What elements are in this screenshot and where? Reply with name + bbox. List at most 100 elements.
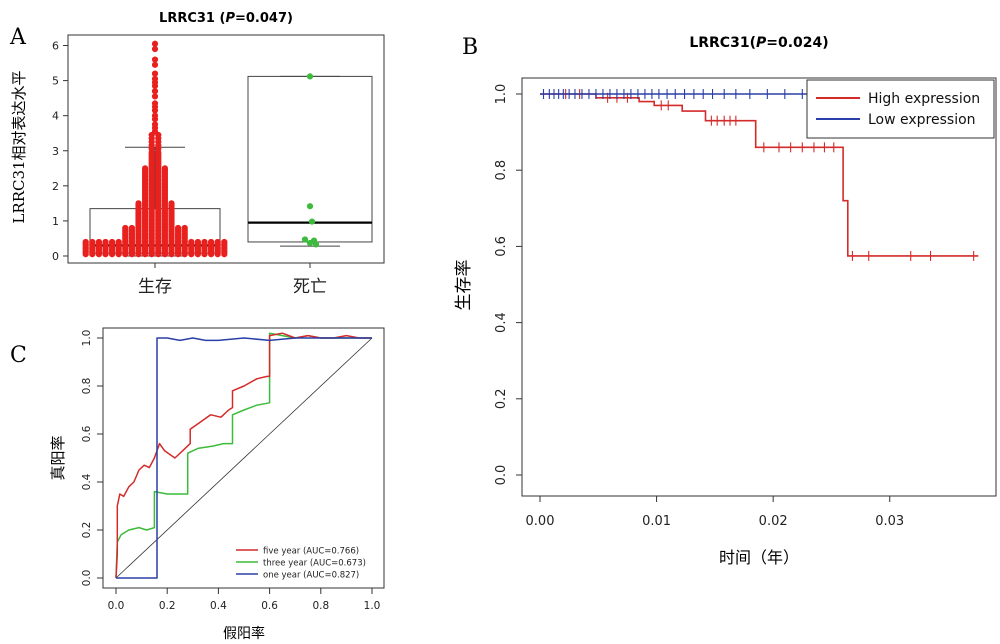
y-tick-label: 5	[52, 75, 59, 88]
x-tick-label: 0.8	[312, 600, 329, 612]
y-tick-label: 0.4	[81, 473, 93, 490]
point-dead	[306, 203, 314, 210]
point-survive	[142, 251, 149, 258]
point-survive	[175, 251, 182, 258]
x-tick-label: 生存	[138, 277, 172, 297]
y-tick-label: 1.0	[81, 330, 93, 347]
panel-c-diagonal-line	[115, 337, 373, 579]
point-survive	[151, 82, 159, 89]
point-survive	[151, 88, 159, 95]
legend-box	[806, 79, 995, 139]
panel-a-title-rest: =0.047)	[235, 11, 293, 26]
point-survive	[151, 61, 159, 68]
point-survive	[102, 251, 109, 258]
panel-a-title-p: P	[225, 11, 235, 26]
point-survive	[201, 251, 208, 258]
y-tick-label: 6	[52, 40, 59, 53]
x-tick-label: 死亡	[293, 277, 327, 297]
point-dead	[306, 239, 314, 247]
point-survive	[214, 251, 221, 258]
panel-b-xlabel: 时间（年）	[719, 548, 799, 567]
y-tick-label: 1.0	[494, 84, 509, 105]
point-survive	[151, 116, 159, 123]
panel-c-xlabel: 假阳率	[223, 625, 265, 642]
y-tick-label: 0.8	[494, 160, 509, 181]
panel-a-axis-x: 生存 死亡	[138, 263, 327, 297]
panel-a: A LRRC31 (P=0.047) 0 1 2 3 4 5 6 生存 死亡 LRRC31相对…	[9, 11, 385, 297]
point-survive	[188, 251, 195, 258]
panel-a-title-main: LRRC31 (	[159, 11, 225, 26]
legend-label: High expression	[868, 91, 980, 107]
y-tick-label: 0.8	[81, 378, 93, 395]
km-curve-high	[540, 93, 979, 257]
panel-b-plot-frame	[521, 77, 997, 497]
point-survive	[128, 251, 135, 258]
point-dead	[312, 241, 320, 248]
panel-b-axes: 0.0 0.2 0.4 0.6 0.8 1.0 0.00 0.01 0.02 0.03	[494, 84, 904, 529]
x-tick-label: 0.00	[526, 514, 555, 529]
point-survive	[148, 251, 155, 258]
x-tick-label: 0.4	[210, 600, 227, 612]
point-survive	[82, 251, 89, 258]
point-survive	[115, 251, 122, 258]
x-tick-label: 0.2	[159, 600, 176, 612]
panel-a-title: LRRC31 (P=0.047)	[159, 11, 293, 26]
y-tick-label: 0.6	[494, 236, 509, 257]
panel-a-points	[82, 40, 320, 258]
panel-b-letter: B	[462, 35, 478, 60]
panel-b-legend: High expression Low expression	[806, 79, 995, 139]
point-survive	[208, 251, 215, 258]
panel-c: C 0.0 0.2 0.4 0.6 0.8 1.0 0.0 0.2 0.4 0.6 0.8 1.0 f…	[10, 327, 385, 642]
y-tick-label: 0.0	[494, 465, 509, 486]
legend-label: one year (AUC=0.827)	[263, 571, 359, 581]
panel-b-series	[540, 89, 979, 261]
point-survive	[151, 70, 159, 77]
panel-c-letter: C	[10, 343, 27, 368]
point-survive	[151, 93, 159, 100]
panel-b-title-main: LRRC31(	[689, 35, 756, 51]
roc-curve-three-year	[115, 332, 372, 579]
x-tick-label: 0.01	[642, 514, 671, 529]
legend-label: three year (AUC=0.673)	[263, 559, 366, 569]
legend-label: Low expression	[868, 112, 976, 128]
x-tick-label: 0.6	[261, 600, 278, 612]
point-survive	[161, 251, 168, 258]
y-tick-label: 4	[52, 110, 59, 123]
point-dead	[308, 218, 316, 225]
x-tick-label: 0.03	[875, 514, 904, 529]
y-tick-label: 3	[52, 145, 59, 158]
roc-curve-five-year	[115, 332, 372, 579]
panel-b-ylabel: 生存率	[454, 260, 474, 311]
x-tick-label: 1.0	[364, 600, 381, 612]
box	[89, 208, 221, 254]
point-survive	[151, 45, 159, 53]
y-tick-label: 0.2	[81, 522, 93, 539]
point-survive	[135, 251, 142, 258]
panel-c-axes: 0.0 0.2 0.4 0.6 0.8 1.0 0.0 0.2 0.4 0.6 0.8 1.0	[81, 330, 380, 612]
panel-a-letter: A	[9, 25, 27, 50]
panel-a-plot-frame	[67, 34, 385, 264]
point-survive	[221, 251, 228, 258]
y-tick-label: 1	[52, 215, 59, 228]
panel-b-title: LRRC31(P=0.024)	[689, 35, 828, 51]
point-dead	[301, 236, 309, 243]
panel-a-axis-y: 0 1 2 3 4 5 6	[52, 40, 68, 263]
panel-b-title-rest: =0.024)	[766, 35, 828, 51]
point-survive	[181, 251, 188, 258]
y-tick-label: 0.0	[81, 570, 93, 587]
point-survive	[151, 40, 159, 47]
point-survive	[168, 251, 175, 258]
y-tick-label: 0	[52, 250, 59, 263]
point-survive	[155, 251, 162, 258]
panel-c-series	[115, 332, 372, 579]
panel-b: B LRRC31(P=0.024) 0.0 0.2 0.4 0.6 0.8 1.0 0.00…	[454, 35, 997, 567]
point-survive	[122, 251, 129, 258]
box	[247, 75, 373, 243]
x-tick-label: 0.02	[759, 514, 788, 529]
point-survive	[151, 107, 159, 114]
panel-c-ylabel: 真阳率	[49, 435, 67, 480]
legend-label: five year (AUC=0.766)	[263, 547, 359, 557]
panel-a-ylabel: LRRC31相对表达水平	[10, 70, 28, 223]
roc-curve-one-year	[116, 337, 372, 579]
